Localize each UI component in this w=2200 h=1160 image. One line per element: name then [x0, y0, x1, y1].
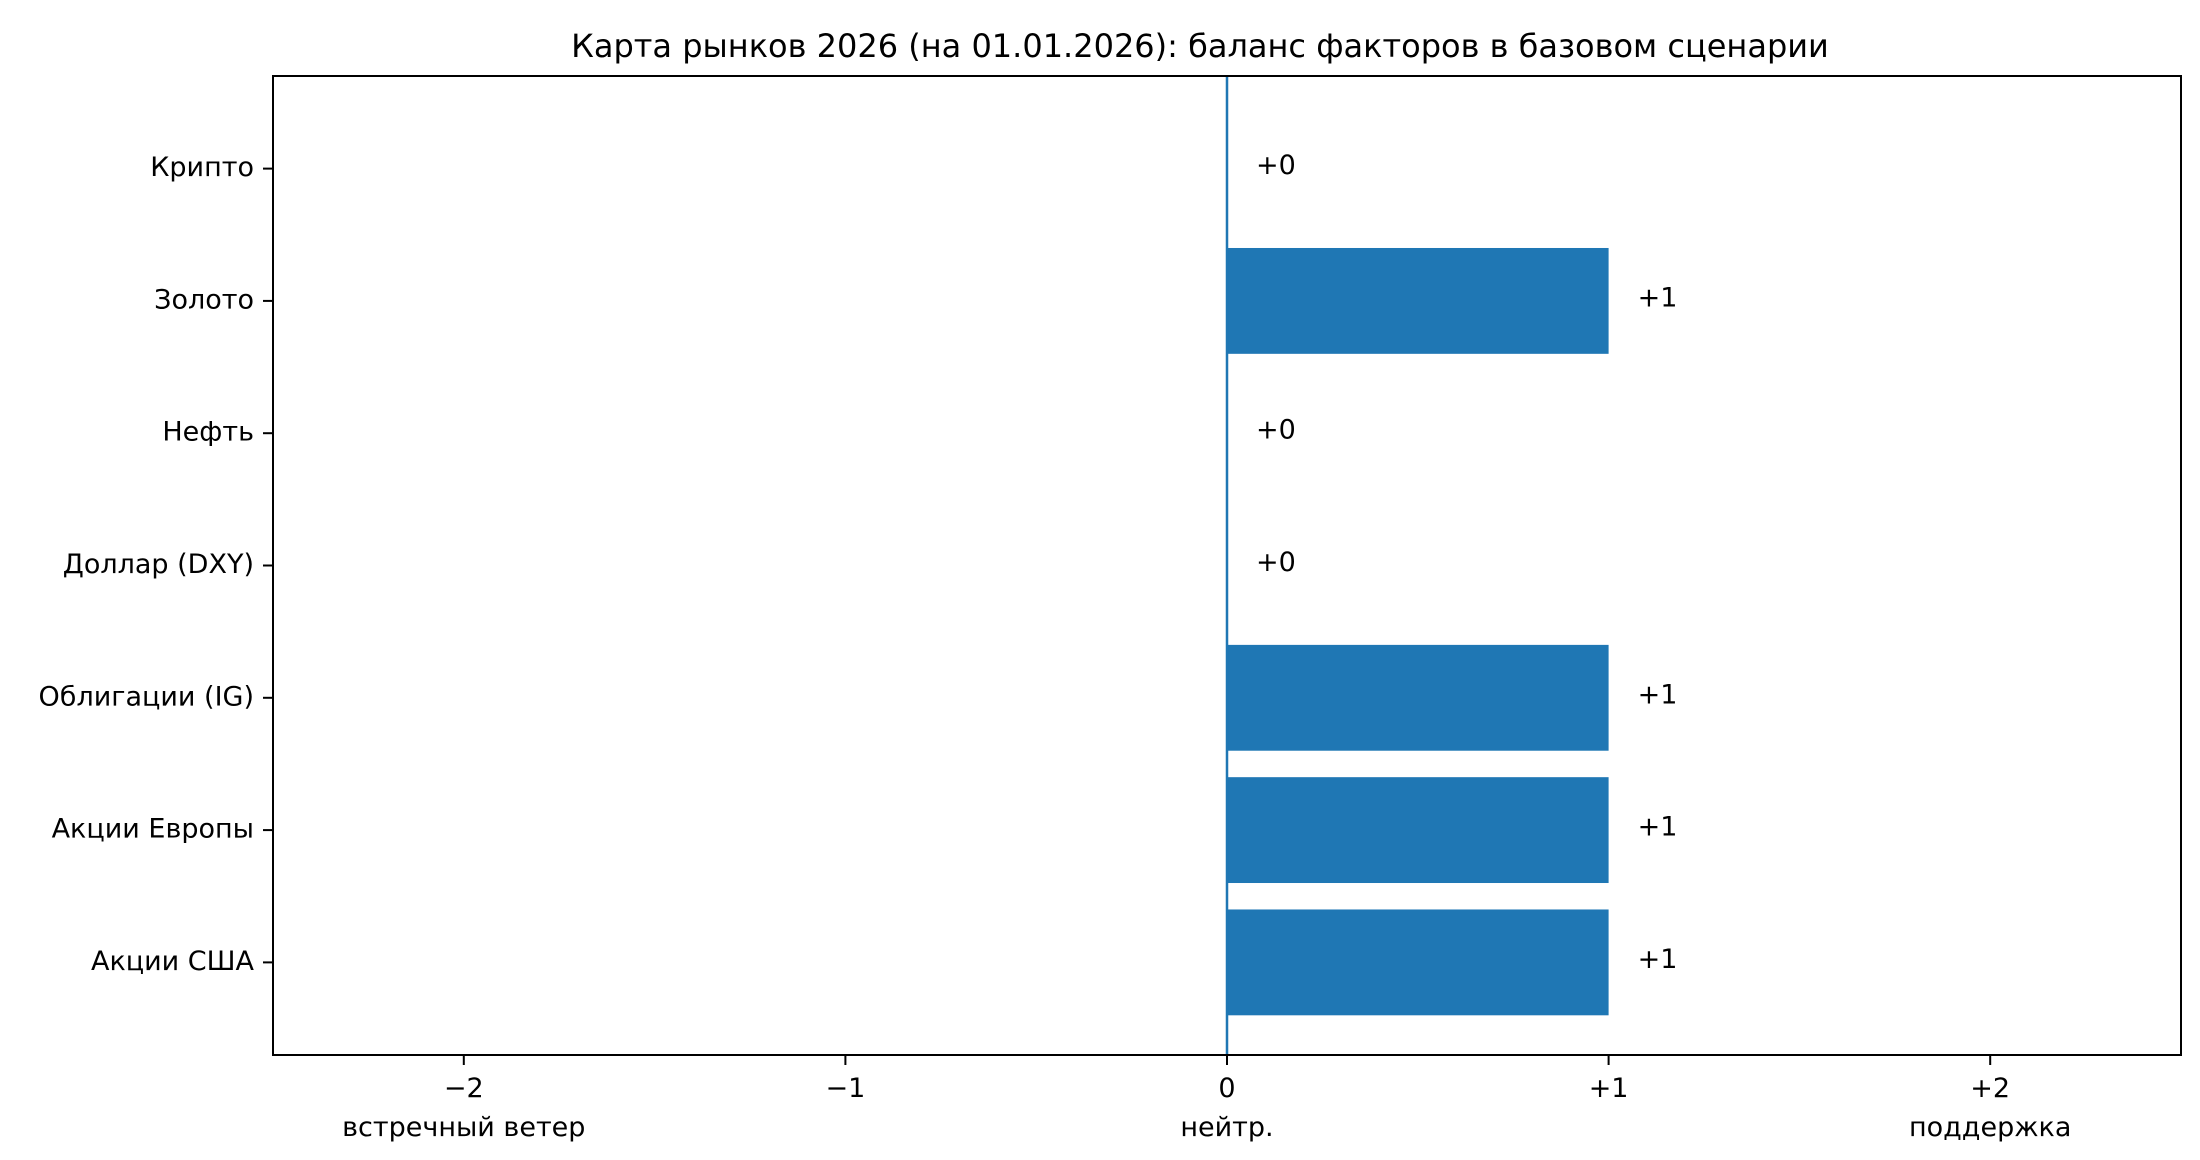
data-labels: +1 +1 +1 +0 +0 +1 +0	[1256, 150, 1677, 975]
bar-2	[1227, 644, 1609, 751]
x-tick-label: 0	[1218, 1073, 1235, 1104]
bar-5	[1227, 247, 1609, 354]
x-tick-sublabel: поддержка	[1909, 1112, 2071, 1143]
x-tick-label: +2	[1970, 1073, 2010, 1104]
bar-1	[1227, 777, 1609, 884]
y-tick-label: Акции Европы	[52, 814, 254, 845]
y-tick-label: Нефть	[162, 417, 254, 448]
y-axis: Акции США Акции Европы Облигации (IG) Долла…	[39, 152, 273, 977]
y-tick-label: Золото	[154, 284, 254, 315]
x-tick-sublabel: нейтр.	[1180, 1112, 1273, 1143]
bar-value-label: +0	[1256, 415, 1296, 446]
bars-group	[1227, 247, 1609, 1016]
y-tick-label: Акции США	[91, 946, 255, 977]
x-tick-label: +1	[1589, 1073, 1629, 1104]
bar-value-label: +1	[1638, 812, 1678, 843]
x-tick-label: −2	[444, 1073, 484, 1104]
bar-value-label: +1	[1638, 282, 1678, 313]
bar-0	[1227, 909, 1609, 1016]
y-tick-label: Доллар (DXY)	[63, 549, 254, 580]
y-tick-label: Облигации (IG)	[39, 681, 254, 712]
plot-frame	[272, 75, 2182, 1056]
bar-value-label: +0	[1256, 150, 1296, 181]
x-axis: −2 встречный ветер −1 0 нейтр. +1 +2 поддержка	[342, 1055, 2071, 1143]
bar-value-label: +0	[1256, 547, 1296, 578]
bar-value-label: +1	[1638, 944, 1678, 975]
bar-value-label: +1	[1638, 679, 1678, 710]
y-tick-label: Крипто	[150, 152, 254, 183]
x-tick-sublabel: встречный ветер	[342, 1112, 585, 1143]
x-tick-label: −1	[825, 1073, 865, 1104]
chart-title: Карта рынков 2026 (на 01.01.2026): балан…	[571, 27, 1829, 65]
